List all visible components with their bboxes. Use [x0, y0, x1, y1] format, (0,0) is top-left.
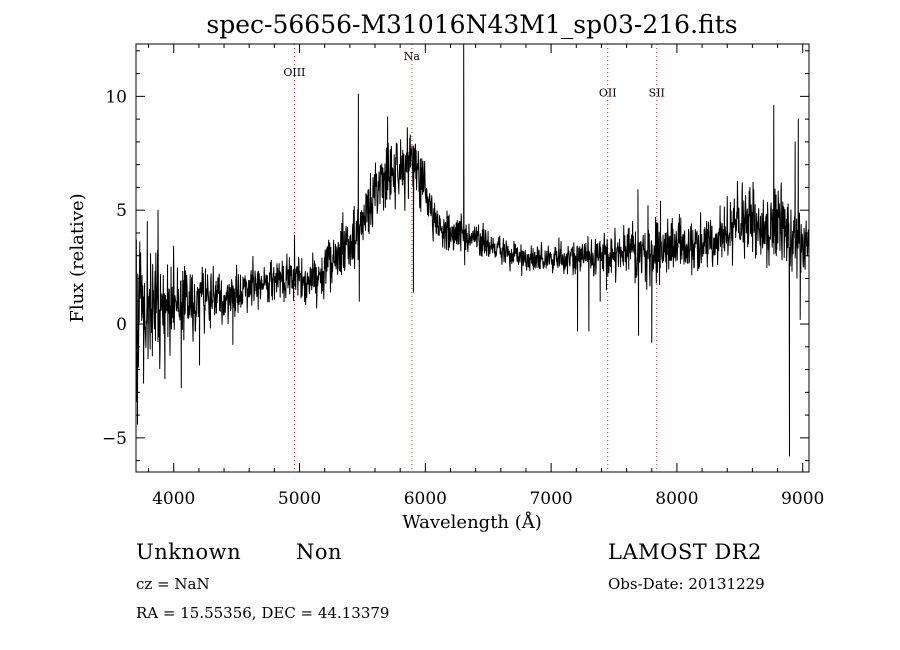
line-label-sii: SII — [649, 86, 665, 99]
x-tick-label: 9000 — [781, 489, 824, 509]
y-tick-label: 10 — [105, 87, 127, 107]
spectrum-trace — [135, 43, 810, 457]
y-axis-label: Flux (relative) — [67, 193, 88, 322]
spectrum-line — [135, 43, 810, 457]
line-label-oiii: OIII — [283, 66, 305, 79]
line-label-na: Na — [404, 50, 421, 63]
x-tick-label: 4000 — [152, 489, 195, 509]
object-subclass: Non — [296, 540, 343, 564]
observation-date: Obs-Date: 20131229 — [608, 575, 765, 593]
coordinates-readout: RA = 15.55356, DEC = 44.13379 — [136, 604, 390, 622]
object-class: Unknown — [136, 540, 242, 564]
y-tick-label: 5 — [116, 201, 127, 221]
x-tick-label: 7000 — [529, 489, 572, 509]
y-tick-label: −5 — [102, 429, 127, 449]
line-label-oii: OII — [599, 86, 617, 99]
chart-title: spec-56656-M31016N43M1_sp03-216.fits — [206, 10, 737, 39]
spectral-line-markers: OIII Na OII SII — [283, 44, 665, 472]
x-tick-label: 8000 — [655, 489, 698, 509]
plot-frame — [135, 43, 810, 473]
survey-name: LAMOST DR2 — [608, 540, 762, 564]
x-axis-label: Wavelength (Å) — [402, 511, 542, 533]
x-tick-label: 5000 — [278, 489, 321, 509]
axis-ticks: 4000 5000 6000 7000 8000 9000 −5 0 5 10 — [102, 44, 824, 509]
x-tick-label: 6000 — [404, 489, 447, 509]
y-tick-label: 0 — [116, 315, 127, 335]
redshift-readout: cz = NaN — [136, 575, 210, 593]
